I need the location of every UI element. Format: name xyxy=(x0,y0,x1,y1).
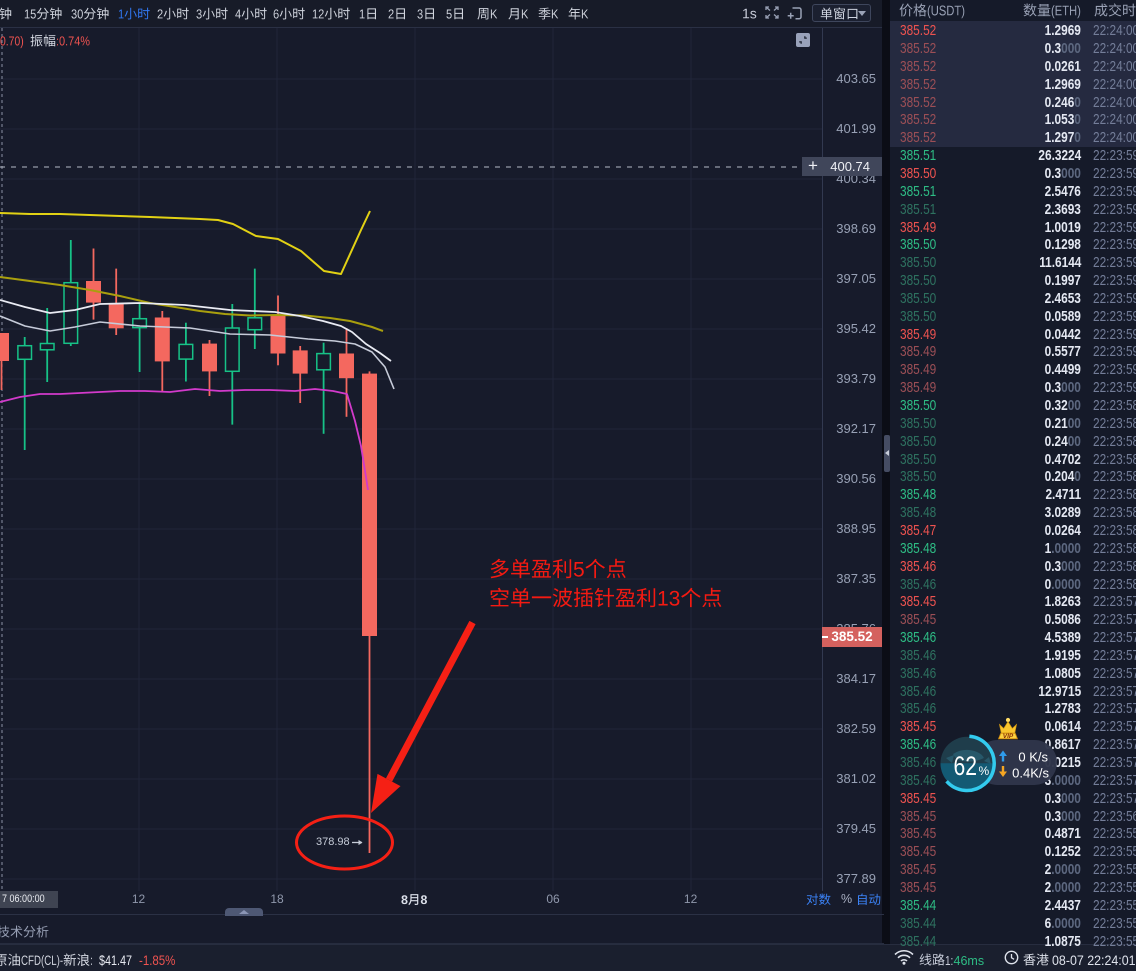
svg-text:%: % xyxy=(979,764,990,778)
svg-text:VIP: VIP xyxy=(1003,733,1014,740)
svg-text:0 K/s: 0 K/s xyxy=(1018,750,1048,765)
svg-text:62: 62 xyxy=(954,751,978,781)
svg-text:0.4K/s: 0.4K/s xyxy=(1012,766,1049,781)
